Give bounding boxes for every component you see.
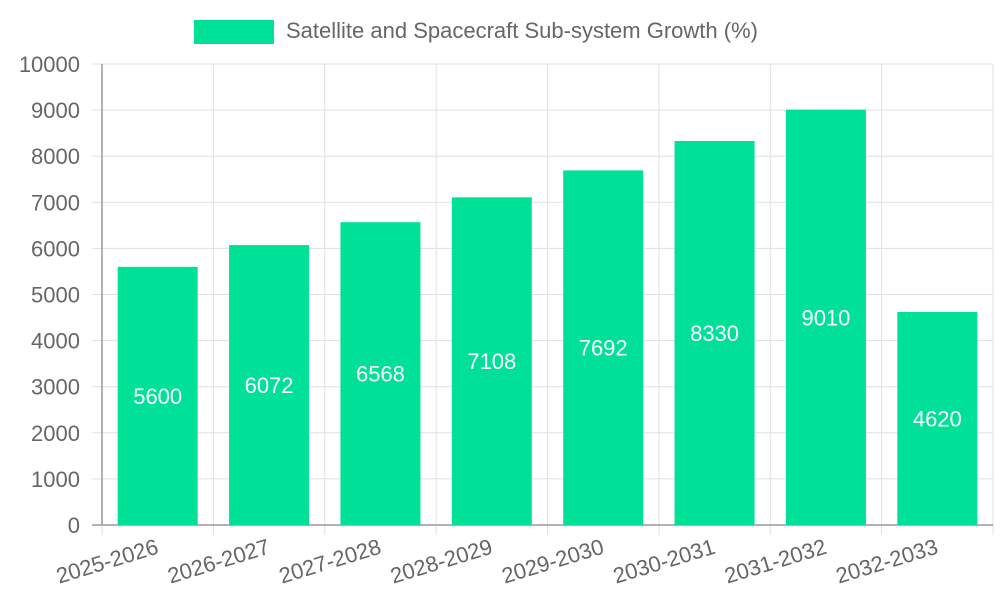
data-label: 6568 <box>356 362 405 387</box>
x-tick-label: 2029-2030 <box>499 534 607 589</box>
bar <box>785 109 866 525</box>
y-tick-label: 7000 <box>31 190 80 215</box>
data-label: 8330 <box>690 321 739 346</box>
data-label: 5600 <box>133 384 182 409</box>
x-tick-label: 2031-2032 <box>721 534 829 589</box>
legend-label: Satellite and Spacecraft Sub-system Grow… <box>286 18 758 43</box>
bar <box>340 222 421 525</box>
bar <box>451 197 532 525</box>
bar <box>897 312 978 525</box>
data-label: 6072 <box>245 373 294 398</box>
bar <box>674 140 755 525</box>
y-tick-label: 3000 <box>31 375 80 400</box>
x-tick-label: 2026-2027 <box>165 534 273 589</box>
y-tick-label: 2000 <box>31 421 80 446</box>
bar <box>229 245 310 525</box>
y-tick-label: 1000 <box>31 467 80 492</box>
x-tick-label: 2025-2026 <box>53 534 161 589</box>
y-tick-label: 4000 <box>31 329 80 354</box>
x-tick-label: 2027-2028 <box>276 534 384 589</box>
bar <box>563 170 644 525</box>
data-label: 7692 <box>579 336 628 361</box>
data-label: 9010 <box>801 305 850 330</box>
y-tick-label: 0 <box>68 513 80 538</box>
y-tick-label: 8000 <box>31 144 80 169</box>
x-tick-label: 2028-2029 <box>387 534 495 589</box>
y-tick-label: 5000 <box>31 283 80 308</box>
y-tick-label: 9000 <box>31 98 80 123</box>
legend-swatch <box>194 20 274 44</box>
x-tick-label: 2032-2033 <box>833 534 941 589</box>
y-tick-label: 10000 <box>19 52 80 77</box>
data-label: 4620 <box>913 407 962 432</box>
y-tick-label: 6000 <box>31 236 80 261</box>
data-label: 7108 <box>467 349 516 374</box>
bar <box>117 266 198 525</box>
x-tick-label: 2030-2031 <box>610 534 718 589</box>
